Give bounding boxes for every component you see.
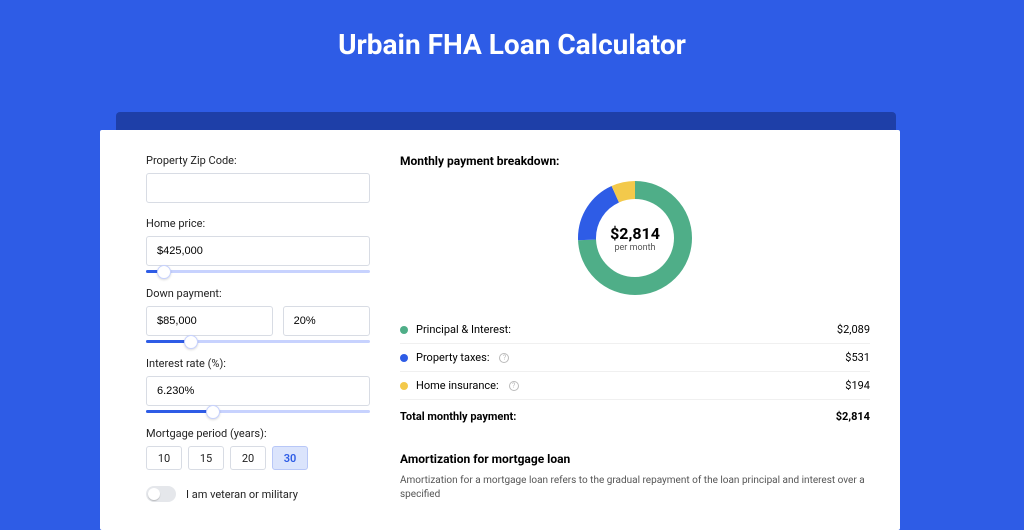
field-home-price: Home price: — [146, 217, 370, 273]
field-down-payment: Down payment: — [146, 287, 370, 343]
calculator-card: Property Zip Code: Home price: Down paym… — [100, 130, 900, 530]
legend-total-value: $2,814 — [836, 410, 870, 423]
down-payment-amount-input[interactable] — [146, 306, 273, 336]
veteran-toggle[interactable] — [146, 486, 176, 502]
donut-sub: per month — [614, 243, 655, 253]
legend-dot — [400, 354, 408, 362]
donut-wrap: $2,814 per month — [400, 178, 870, 298]
home-price-label: Home price: — [146, 217, 370, 230]
legend-value: $194 — [845, 379, 870, 392]
mortgage-period-label: Mortgage period (years): — [146, 427, 370, 440]
legend-row: Property taxes:? $531 — [400, 344, 870, 372]
legend-dot — [400, 326, 408, 334]
mortgage-period-options: 10152030 — [146, 446, 370, 470]
legend-row: Home insurance:? $194 — [400, 372, 870, 400]
legend-total-label: Total monthly payment: — [400, 410, 516, 423]
legend-rows: Principal & Interest: $2,089 Property taxe… — [400, 316, 870, 400]
breakdown-title: Monthly payment breakdown: — [400, 154, 870, 168]
period-btn-10[interactable]: 10 — [146, 446, 182, 470]
down-payment-slider[interactable] — [146, 340, 370, 343]
period-btn-20[interactable]: 20 — [230, 446, 266, 470]
interest-rate-slider[interactable] — [146, 410, 370, 413]
donut-chart: $2,814 per month — [575, 178, 695, 298]
legend-value: $2,089 — [837, 323, 870, 336]
legend-total-row: Total monthly payment: $2,814 — [400, 400, 870, 430]
home-price-slider-thumb[interactable] — [157, 265, 171, 279]
period-btn-30[interactable]: 30 — [272, 446, 308, 470]
page-title: Urbain FHA Loan Calculator — [0, 0, 1024, 85]
home-price-input[interactable] — [146, 236, 370, 266]
interest-rate-slider-fill — [146, 410, 213, 413]
interest-rate-slider-thumb[interactable] — [206, 405, 220, 419]
amortization-desc: Amortization for a mortgage loan refers … — [400, 474, 870, 502]
donut-amount: $2,814 — [610, 224, 660, 243]
legend-label: Home insurance: — [416, 379, 499, 392]
down-payment-label: Down payment: — [146, 287, 370, 300]
legend-label: Property taxes: — [416, 351, 489, 364]
down-payment-percent-input[interactable] — [283, 306, 370, 336]
veteran-toggle-row: I am veteran or military — [146, 486, 370, 502]
field-zip: Property Zip Code: — [146, 154, 370, 203]
veteran-label: I am veteran or military — [186, 488, 298, 501]
legend-value: $531 — [845, 351, 870, 364]
legend-row: Principal & Interest: $2,089 — [400, 316, 870, 344]
info-icon[interactable]: ? — [509, 381, 519, 391]
info-icon[interactable]: ? — [499, 353, 509, 363]
period-btn-15[interactable]: 15 — [188, 446, 224, 470]
home-price-slider[interactable] — [146, 270, 370, 273]
interest-rate-input[interactable] — [146, 376, 370, 406]
form-column: Property Zip Code: Home price: Down paym… — [100, 130, 390, 530]
zip-input[interactable] — [146, 173, 370, 203]
breakdown-column: Monthly payment breakdown: $2,814 per mo… — [390, 130, 900, 530]
donut-center: $2,814 per month — [575, 178, 695, 298]
legend-label: Principal & Interest: — [416, 323, 511, 336]
interest-rate-label: Interest rate (%): — [146, 357, 370, 370]
amortization-title: Amortization for mortgage loan — [400, 452, 870, 466]
field-interest-rate: Interest rate (%): — [146, 357, 370, 413]
veteran-toggle-knob — [148, 488, 160, 500]
legend-dot — [400, 382, 408, 390]
down-payment-slider-thumb[interactable] — [184, 335, 198, 349]
zip-label: Property Zip Code: — [146, 154, 370, 167]
field-mortgage-period: Mortgage period (years): 10152030 — [146, 427, 370, 470]
